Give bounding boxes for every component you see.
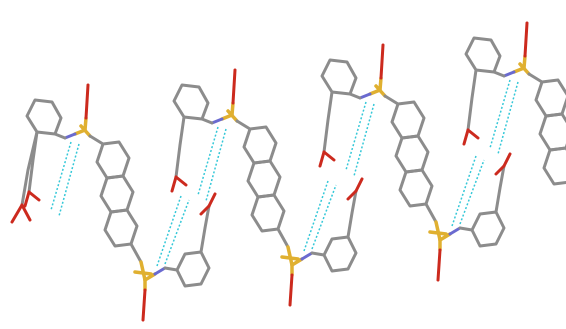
molecule-unit (320, 45, 510, 280)
oxygen-bond (22, 205, 30, 220)
molecule-unit (25, 85, 215, 320)
page (0, 0, 566, 329)
molecule-unit (172, 70, 362, 305)
molecule-unit (464, 23, 566, 258)
oxygen-bond (12, 205, 22, 222)
crystal-structure (0, 0, 566, 329)
